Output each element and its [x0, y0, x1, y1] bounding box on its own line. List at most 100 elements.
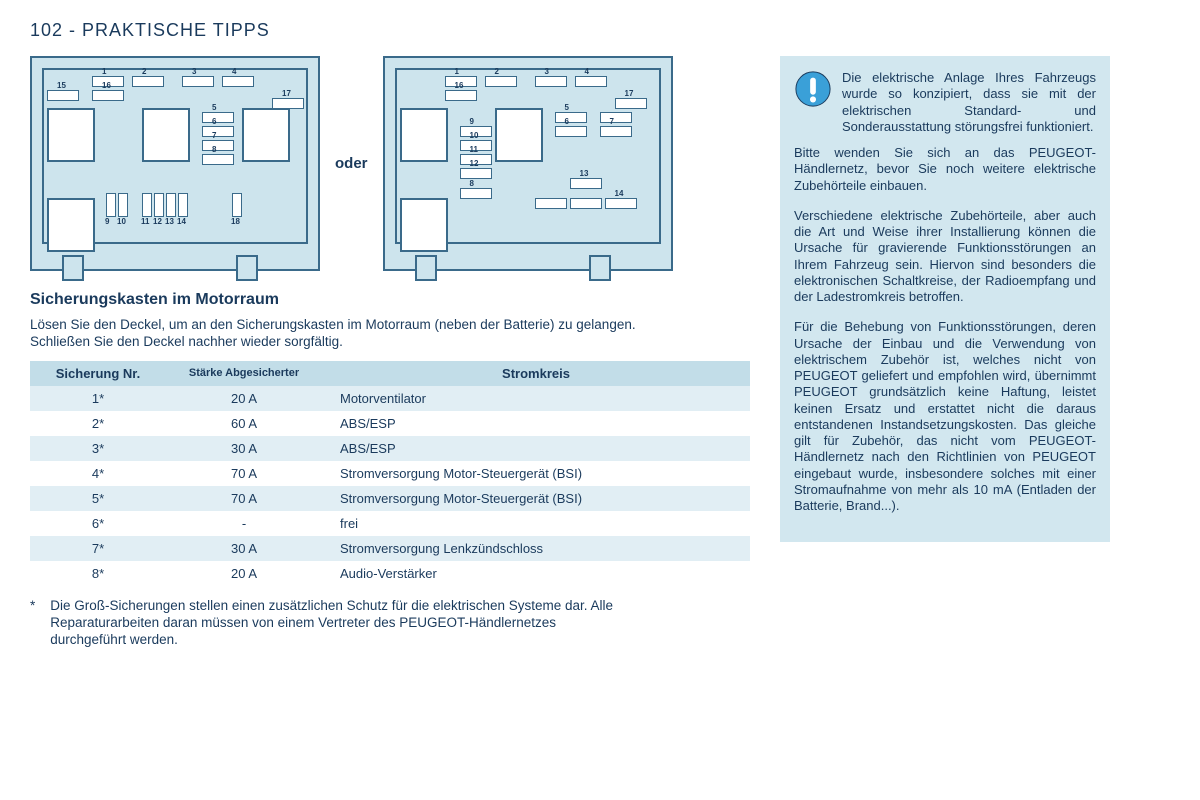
fuse-number-label: 6: [565, 117, 569, 126]
fuse-slot: [460, 188, 492, 199]
table-cell: 60 A: [166, 411, 322, 436]
fuse-number-label: 16: [102, 81, 111, 90]
fuse-number-label: 3: [545, 67, 549, 76]
fuse-table: Sicherung Nr. Stärke Abgesicherter Strom…: [30, 361, 750, 586]
table-cell: 1*: [30, 386, 166, 411]
fuse-number-label: 10: [470, 131, 479, 140]
fuse-slot: [202, 126, 234, 137]
relay-slot: [400, 198, 448, 252]
relay-slot: [400, 108, 448, 162]
fuse-slot: [222, 76, 254, 87]
fuse-number-label: 5: [565, 103, 569, 112]
fuse-number-label: 4: [232, 67, 236, 76]
table-row: 6*-frei: [30, 511, 750, 536]
fuse-slot: [600, 112, 632, 123]
fuse-number-label: 10: [117, 217, 126, 226]
fuse-slot: [232, 193, 242, 217]
relay-slot: [242, 108, 290, 162]
table-row: 1*20 AMotorventilator: [30, 386, 750, 411]
fuse-slot: [535, 76, 567, 87]
table-cell: Stromversorgung Lenkzündschloss: [322, 536, 750, 561]
fuse-slot: [555, 126, 587, 137]
table-cell: 4*: [30, 461, 166, 486]
footnote-text: Die Groß-Sicherungen stellen einen zusät…: [50, 598, 620, 649]
table-cell: 8*: [30, 561, 166, 586]
fuse-slot: [202, 154, 234, 165]
table-cell: ABS/ESP: [322, 436, 750, 461]
fusebox-diagram-left: 123415165678171112131410918: [30, 56, 320, 271]
fuse-number-label: 9: [105, 217, 109, 226]
fuse-number-label: 7: [610, 117, 614, 126]
fuse-slot: [106, 193, 116, 217]
info-box: Die elektrische Anlage Ihres Fahrzeugs w…: [780, 56, 1110, 542]
fuse-slot: [47, 90, 79, 101]
left-column: 123415165678171112131410918 oder 1234169…: [30, 56, 750, 648]
table-row: 5*70 AStromversorgung Motor-Steuergerät …: [30, 486, 750, 511]
info-p3: Verschiedene elektrische Zubehörteile, a…: [794, 208, 1096, 306]
relay-slot: [495, 108, 543, 162]
table-cell: 20 A: [166, 386, 322, 411]
fuse-number-label: 13: [580, 169, 589, 178]
fuse-slot: [92, 90, 124, 101]
table-cell: 70 A: [166, 486, 322, 511]
fuse-number-label: 17: [282, 89, 291, 98]
fuse-number-label: 8: [470, 179, 474, 188]
fuse-slot: [166, 193, 176, 217]
table-row: 2*60 AABS/ESP: [30, 411, 750, 436]
table-cell: Stromversorgung Motor-Steuergerät (BSI): [322, 486, 750, 511]
th-amperage: Stärke Abgesicherter: [166, 361, 322, 386]
diagrams-row: 123415165678171112131410918 oder 1234169…: [30, 56, 750, 271]
table-cell: 30 A: [166, 436, 322, 461]
fuse-number-label: 4: [585, 67, 589, 76]
fuse-slot: [202, 112, 234, 123]
fuse-slot: [132, 76, 164, 87]
info-p4: Für die Behebung von Funktionsstörungen,…: [794, 319, 1096, 514]
fuse-number-label: 9: [470, 117, 474, 126]
table-cell: frei: [322, 511, 750, 536]
table-cell: 2*: [30, 411, 166, 436]
fuse-slot: [485, 76, 517, 87]
fuse-slot: [555, 112, 587, 123]
diagram-separator-label: oder: [335, 155, 368, 172]
fuse-number-label: 11: [141, 217, 149, 226]
page-header: 102 - PRAKTISCHE TIPPS: [30, 20, 1170, 41]
fuse-number-label: 6: [212, 117, 216, 126]
fuse-number-label: 5: [212, 103, 216, 112]
table-cell: 6*: [30, 511, 166, 536]
table-row: 3*30 AABS/ESP: [30, 436, 750, 461]
table-cell: 20 A: [166, 561, 322, 586]
relay-slot: [47, 108, 95, 162]
table-cell: Stromversorgung Motor-Steuergerät (BSI): [322, 461, 750, 486]
table-row: 8*20 AAudio-Verstärker: [30, 561, 750, 586]
footnote: * Die Groß-Sicherungen stellen einen zus…: [30, 598, 750, 649]
fuse-slot: [570, 178, 602, 189]
table-cell: 5*: [30, 486, 166, 511]
fuse-slot: [272, 98, 304, 109]
fuse-number-label: 8: [212, 145, 216, 154]
intro-line-1: Lösen Sie den Deckel, um an den Sicherun…: [30, 317, 636, 332]
table-row: 7*30 AStromversorgung Lenkzündschloss: [30, 536, 750, 561]
fuse-number-label: 7: [212, 131, 216, 140]
fuse-slot: [570, 198, 602, 209]
main-layout: 123415165678171112131410918 oder 1234169…: [30, 56, 1170, 648]
footnote-marker: *: [30, 598, 35, 649]
warning-info-icon: [794, 70, 832, 108]
fuse-slot: [535, 198, 567, 209]
fuse-slot: [605, 198, 637, 209]
relay-slot: [47, 198, 95, 252]
fuse-slot: [178, 193, 188, 217]
table-cell: Motorventilator: [322, 386, 750, 411]
fuse-slot: [615, 98, 647, 109]
fuse-number-label: 12: [470, 159, 479, 168]
fuse-slot: [142, 193, 152, 217]
fuse-number-label: 17: [625, 89, 634, 98]
fuse-slot: [154, 193, 164, 217]
fuse-slot: [600, 126, 632, 137]
fuse-number-label: 1: [102, 67, 106, 76]
fuse-number-label: 1: [455, 67, 459, 76]
intro-line-2: Schließen Sie den Deckel nachher wieder …: [30, 334, 343, 349]
fuse-number-label: 12: [153, 217, 162, 226]
fuse-number-label: 13: [165, 217, 174, 226]
table-row: 4*70 AStromversorgung Motor-Steuergerät …: [30, 461, 750, 486]
fuse-number-label: 15: [57, 81, 66, 90]
